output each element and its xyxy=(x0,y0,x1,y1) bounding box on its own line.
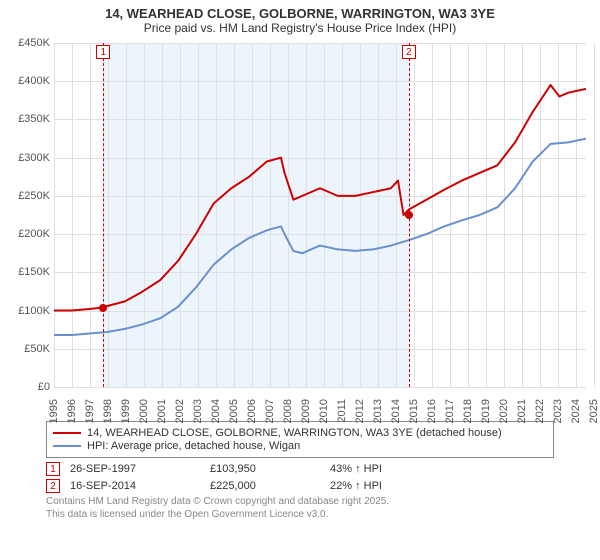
x-tick-label: 1996 xyxy=(66,399,78,423)
y-tick-label: £350K xyxy=(18,113,50,125)
x-tick-label: 2003 xyxy=(192,399,204,423)
x-tick-label: 1997 xyxy=(84,399,96,423)
x-tick-label: 1998 xyxy=(102,399,114,423)
sale-row: 1 26-SEP-1997 £103,950 43% ↑ HPI xyxy=(46,462,554,476)
plot-svg xyxy=(54,43,586,387)
footer-line2: This data is licensed under the Open Gov… xyxy=(46,509,554,522)
sale-row: 2 16-SEP-2014 £225,000 22% ↑ HPI xyxy=(46,479,554,493)
legend-label-hpi: HPI: Average price, detached house, Wiga… xyxy=(87,440,300,452)
x-tick-label: 2025 xyxy=(588,399,600,423)
chart-area: £0 £50K £100K £150K £200K £250K £300K £350K £400… xyxy=(8,37,592,417)
x-tick-label: 2018 xyxy=(462,399,474,423)
legend-row-price: 14, WEARHEAD CLOSE, GOLBORNE, WARRINGTON… xyxy=(53,427,547,439)
x-tick-label: 2016 xyxy=(426,399,438,423)
sale-marker-chip: 2 xyxy=(46,479,60,493)
footer-line1: Contains HM Land Registry data © Crown c… xyxy=(46,496,554,509)
x-tick-label: 2014 xyxy=(390,399,402,423)
y-tick-label: £50K xyxy=(24,343,50,355)
y-tick-label: £200K xyxy=(18,228,50,240)
x-tick-label: 2021 xyxy=(516,399,528,423)
x-tick-label: 1995 xyxy=(48,399,60,423)
sale-hpi: 22% ↑ HPI xyxy=(330,480,450,492)
footer: Contains HM Land Registry data © Crown c… xyxy=(46,496,554,521)
sale-marker-dot xyxy=(405,211,413,219)
sale-marker-dot xyxy=(99,304,107,312)
legend-label-price: 14, WEARHEAD CLOSE, GOLBORNE, WARRINGTON… xyxy=(87,427,502,439)
x-tick-label: 2002 xyxy=(174,399,186,423)
x-tick-label: 2020 xyxy=(498,399,510,423)
y-tick-label: £100K xyxy=(18,305,50,317)
sale-rows: 1 26-SEP-1997 £103,950 43% ↑ HPI 2 16-SE… xyxy=(46,462,554,493)
title-block: 14, WEARHEAD CLOSE, GOLBORNE, WARRINGTON… xyxy=(0,0,600,37)
x-tick-label: 2005 xyxy=(228,399,240,423)
y-axis: £0£50K£100K£150K£200K£250K£300K£350K£400… xyxy=(8,43,54,387)
sale-hpi: 43% ↑ HPI xyxy=(330,463,450,475)
y-tick-label: £150K xyxy=(18,266,50,278)
x-tick-label: 2013 xyxy=(372,399,384,423)
sale-price: £103,950 xyxy=(210,463,320,475)
y-tick-label: £300K xyxy=(18,152,50,164)
x-tick-label: 2009 xyxy=(300,399,312,423)
x-tick-label: 2000 xyxy=(138,399,150,423)
sale-marker-box: 1 xyxy=(96,45,110,59)
title-line2: Price paid vs. HM Land Registry's House … xyxy=(10,21,590,35)
y-tick-label: £400K xyxy=(18,75,50,87)
x-tick-label: 2006 xyxy=(246,399,258,423)
x-tick-label: 2008 xyxy=(282,399,294,423)
x-tick-label: 2024 xyxy=(570,399,582,423)
title-line1: 14, WEARHEAD CLOSE, GOLBORNE, WARRINGTON… xyxy=(10,6,590,21)
x-tick-label: 2010 xyxy=(318,399,330,423)
sale-date: 26-SEP-1997 xyxy=(70,463,200,475)
plot: 12 xyxy=(54,43,586,387)
legend-row-hpi: HPI: Average price, detached house, Wiga… xyxy=(53,440,547,452)
x-tick-label: 2012 xyxy=(354,399,366,423)
legend-swatch-hpi xyxy=(53,445,81,447)
gridline-v xyxy=(594,43,595,387)
x-tick-label: 2017 xyxy=(444,399,456,423)
legend: 14, WEARHEAD CLOSE, GOLBORNE, WARRINGTON… xyxy=(46,421,554,458)
sale-marker-box: 2 xyxy=(402,45,416,59)
x-tick-label: 2015 xyxy=(408,399,420,423)
x-tick-label: 2001 xyxy=(156,399,168,423)
x-tick-label: 2023 xyxy=(552,399,564,423)
x-tick-label: 2019 xyxy=(480,399,492,423)
x-tick-label: 1999 xyxy=(120,399,132,423)
x-tick-label: 2011 xyxy=(336,399,348,423)
legend-swatch-price xyxy=(53,432,81,434)
sale-price: £225,000 xyxy=(210,480,320,492)
x-axis: 1995199619971998199920002001200220032004… xyxy=(54,387,586,417)
sale-date: 16-SEP-2014 xyxy=(70,480,200,492)
x-tick-label: 2007 xyxy=(264,399,276,423)
series-hpi xyxy=(54,139,586,335)
y-tick-label: £0 xyxy=(38,381,50,393)
sale-marker-chip: 1 xyxy=(46,462,60,476)
y-tick-label: £250K xyxy=(18,190,50,202)
x-tick-label: 2022 xyxy=(534,399,546,423)
x-tick-label: 2004 xyxy=(210,399,222,423)
y-tick-label: £450K xyxy=(18,37,50,49)
sale-marker-vline xyxy=(103,43,104,387)
